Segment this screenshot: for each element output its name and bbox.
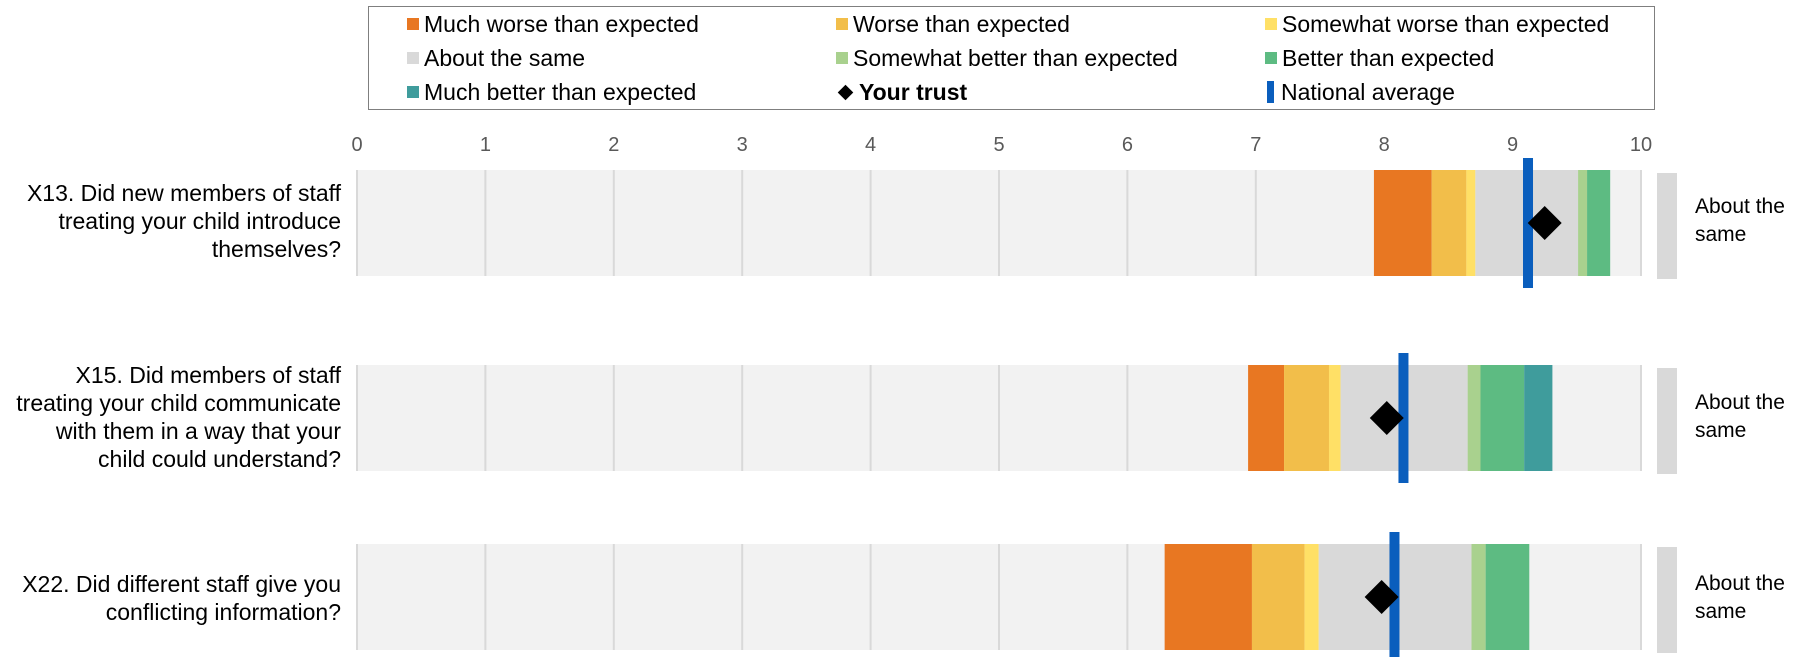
result-indicator (1657, 368, 1677, 474)
question-label-line: treating your child communicate (16, 390, 341, 416)
x-tick-label: 10 (1630, 134, 1652, 156)
x-tick-label: 6 (1122, 134, 1133, 156)
markers (1364, 158, 1562, 657)
question-label-line: child could understand? (98, 446, 341, 472)
x-axis-ticks: 0 1 2 3 4 5 6 7 8 9 10 (351, 134, 1652, 156)
band-better-than-expected (1587, 170, 1611, 276)
legend-swatch (407, 86, 419, 98)
legend-label: Somewhat worse than expected (1282, 11, 1610, 37)
legend-swatch (407, 18, 419, 30)
x-tick-label: 0 (351, 134, 362, 156)
band-worse-than-expected (1431, 170, 1467, 276)
legend-label: National average (1281, 79, 1455, 105)
result-label: About the same (1695, 572, 1785, 623)
band-much-better-than-expected (1524, 365, 1553, 471)
legend-swatch (1265, 18, 1277, 30)
legend-item: Better than expected (1265, 45, 1494, 71)
question-label-line: with them in a way that your (55, 418, 341, 444)
band-somewhat-worse-than-expected (1466, 170, 1476, 276)
x-tick-label: 9 (1507, 134, 1518, 156)
legend-item: Somewhat better than expected (836, 45, 1178, 71)
x-tick-label: 8 (1379, 134, 1390, 156)
result-label: About the same (1695, 195, 1785, 246)
legend-item: Much worse than expected (407, 11, 699, 37)
band-somewhat-better-than-expected (1471, 544, 1486, 650)
band-better-than-expected (1485, 544, 1530, 650)
legend: Much worse than expected Worse than expec… (368, 6, 1655, 110)
x-tick-label: 2 (608, 134, 619, 156)
legend-label: About the same (424, 45, 586, 71)
legend-label: Much better than expected (424, 79, 697, 105)
result-label: About the same (1695, 391, 1785, 442)
legend-swatch (1265, 52, 1277, 64)
band-much-worse-than-expected (1373, 170, 1432, 276)
question-label-line: X15. Did members of staff (75, 362, 341, 388)
x-tick-label: 1 (480, 134, 491, 156)
result-indicator (1657, 547, 1677, 653)
band-somewhat-better-than-expected (1467, 365, 1481, 471)
band-much-worse-than-expected (1248, 365, 1285, 471)
legend-swatch (836, 52, 848, 64)
legend-swatch (836, 18, 848, 30)
legend-label: Your trust (859, 79, 968, 105)
band-much-worse-than-expected (1164, 544, 1252, 650)
question-label: X22. Did different staff give you conflic… (0, 570, 341, 626)
x-tick-label: 3 (737, 134, 748, 156)
legend-diamond-marker (837, 84, 854, 100)
legend-item: National average (1265, 79, 1455, 105)
legend-label: Better than expected (1282, 45, 1495, 71)
question-label: X13. Did new members of staff treating yo… (0, 179, 341, 263)
your-trust-marker (1364, 580, 1399, 614)
question-label-line: treating your child introduce (58, 208, 341, 234)
your-trust-marker (1527, 206, 1562, 240)
band-better-than-expected (1480, 365, 1525, 471)
band-worse-than-expected (1284, 365, 1329, 471)
result-indicator (1657, 173, 1677, 279)
legend-label: Much worse than expected (424, 11, 699, 37)
legend-swatch (407, 52, 419, 64)
question-label-line: conflicting information? (105, 599, 341, 625)
band-somewhat-worse-than-expected (1304, 544, 1319, 650)
legend-item: About the same (407, 45, 585, 71)
band-worse-than-expected (1251, 544, 1305, 650)
legend-item: Your trust (836, 79, 967, 105)
x-tick-label: 4 (865, 134, 876, 156)
legend-bar-marker (1267, 81, 1274, 103)
legend-label: Worse than expected (853, 11, 1070, 37)
legend-item: Somewhat worse than expected (1265, 11, 1609, 37)
question-label-line: themselves? (211, 236, 341, 262)
legend-label: Somewhat better than expected (853, 45, 1178, 71)
legend-item: Worse than expected (836, 11, 1070, 37)
x-tick-label: 5 (993, 134, 1004, 156)
question-label-line: X22. Did different staff give you (22, 571, 341, 597)
band-somewhat-better-than-expected (1578, 170, 1588, 276)
question-label-line: X13. Did new members of staff (26, 180, 341, 206)
your-trust-marker (1369, 401, 1404, 435)
legend-item: Much better than expected (407, 79, 696, 105)
x-tick-label: 7 (1250, 134, 1261, 156)
question-label: X15. Did members of staff treating your c… (0, 361, 341, 473)
band-somewhat-worse-than-expected (1328, 365, 1341, 471)
